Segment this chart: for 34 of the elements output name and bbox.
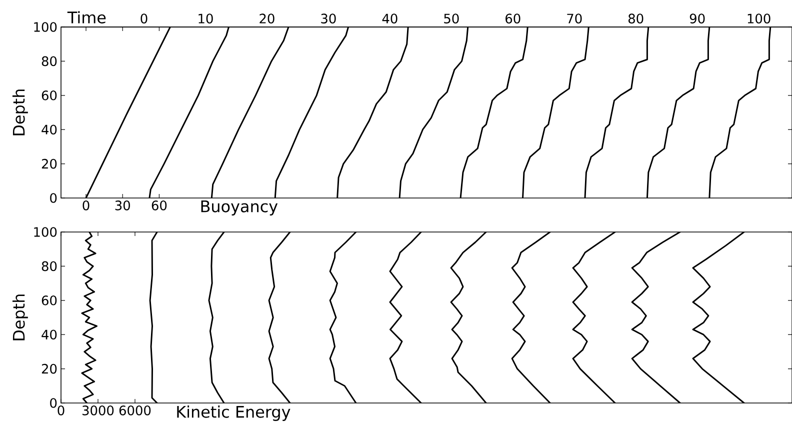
y-tick-label: 80 xyxy=(42,261,57,272)
y-tick-label: 80 xyxy=(42,56,57,66)
x-axis-title: Buoyancy xyxy=(201,200,278,216)
x2-tick-label: 40 xyxy=(382,14,398,24)
x2-tick-label: 100 xyxy=(748,14,770,24)
x-axis-title: Kinetic Energy xyxy=(177,406,290,421)
x-tick-label: 60 xyxy=(152,200,167,210)
x-tick-label: 6000 xyxy=(119,406,151,416)
y-tick-label: 40 xyxy=(42,330,57,340)
y-tick-label: 0 xyxy=(50,398,57,408)
x2-tick-label: 80 xyxy=(628,14,644,24)
x-tick-label: 30 xyxy=(115,200,130,210)
x2-tick-label: 10 xyxy=(198,14,213,24)
x2-tick-label: 50 xyxy=(444,14,459,24)
y-axis-title: Depth xyxy=(12,294,28,340)
x2-tick-label: 90 xyxy=(690,14,705,24)
y-tick-label: 100 xyxy=(34,227,57,237)
x-tick-label: 3000 xyxy=(82,406,114,416)
y-tick-label: 60 xyxy=(42,296,57,306)
y-tick-label: 0 xyxy=(50,193,57,203)
x2-tick-label: 20 xyxy=(260,14,274,24)
y-tick-label: 60 xyxy=(42,90,57,100)
y-tick-label: 100 xyxy=(34,22,57,32)
x2-tick-label: 30 xyxy=(321,14,336,24)
x2-tick-label: 70 xyxy=(567,14,582,24)
y-axis-title: Depth xyxy=(12,90,28,136)
y-tick-label: 20 xyxy=(42,364,57,374)
x-tick-label: 0 xyxy=(58,406,64,416)
x2-tick-label: 0 xyxy=(140,14,148,24)
x-tick-label: 0 xyxy=(82,200,90,210)
x2-axis-title: Time xyxy=(67,11,106,24)
x2-tick-label: 60 xyxy=(506,14,520,24)
y-tick-label: 40 xyxy=(42,124,57,134)
y-tick-label: 20 xyxy=(42,158,57,169)
